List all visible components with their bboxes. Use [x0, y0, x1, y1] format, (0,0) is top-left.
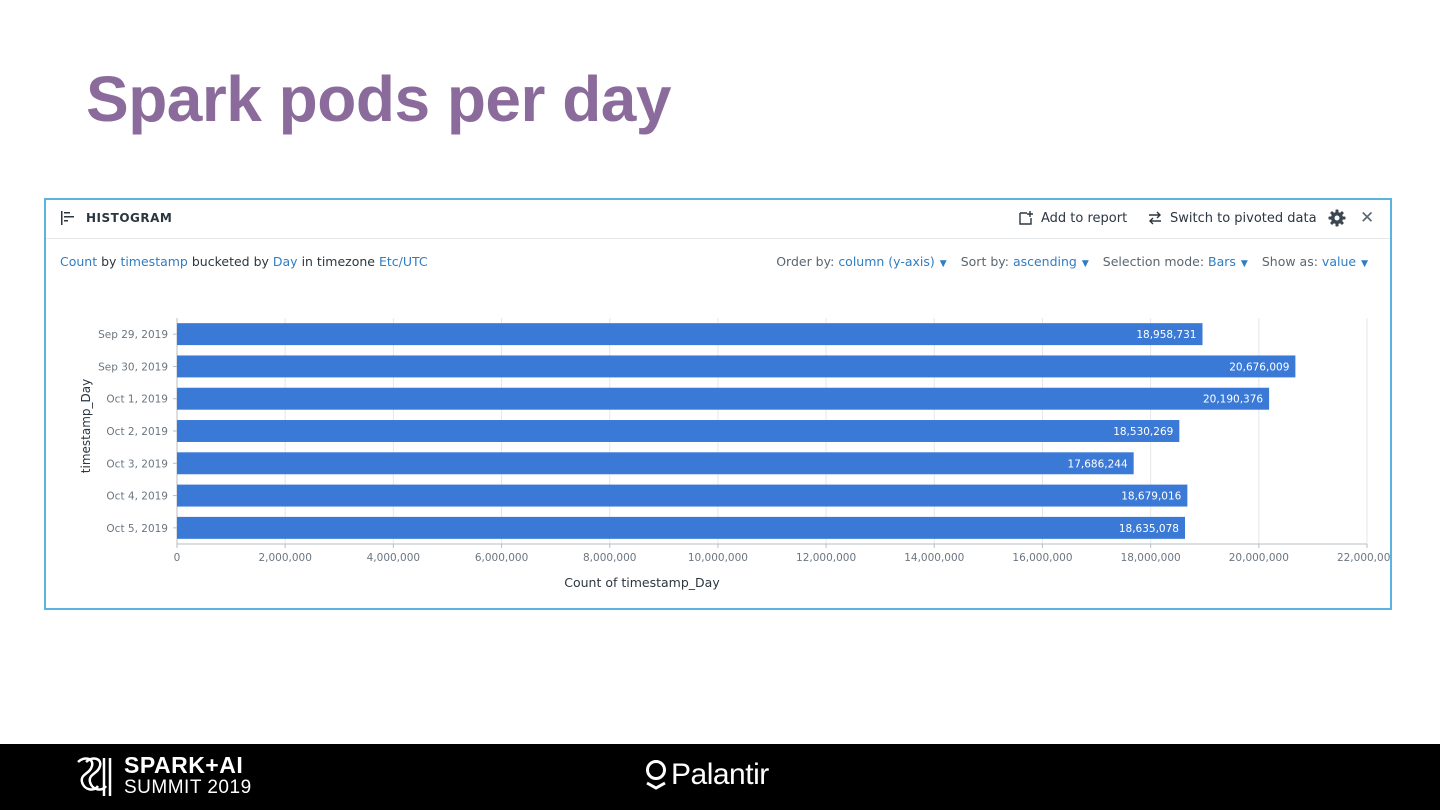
x-tick-label: 14,000,000 — [904, 552, 964, 564]
slide-title: Spark pods per day — [86, 63, 671, 135]
histogram-description: Count by timestamp bucketed by Day in ti… — [60, 254, 428, 269]
histogram-icon — [61, 211, 74, 225]
y-axis-title: timestamp_Day — [79, 379, 93, 473]
add-report-icon — [1019, 211, 1033, 225]
caret-down-icon: ▼ — [1081, 259, 1089, 269]
bar-value-label: 17,686,244 — [1068, 458, 1128, 470]
bar-value-label: 18,530,269 — [1113, 426, 1173, 438]
y-tick-label: Oct 4, 2019 — [106, 491, 168, 503]
bar-value-label: 18,679,016 — [1121, 491, 1181, 503]
slide-footer: SPARK+AI SUMMIT 2019 — [0, 744, 1440, 810]
x-tick-label: 4,000,000 — [367, 552, 420, 564]
order-by-dropdown[interactable]: Order by: column (y-axis) ▼ — [776, 254, 947, 269]
bar — [177, 323, 1203, 346]
x-tick-label: 20,000,000 — [1229, 552, 1289, 564]
x-tick-label: 10,000,000 — [688, 552, 748, 564]
field-link[interactable]: timestamp — [120, 254, 188, 269]
selection-mode-dropdown[interactable]: Selection mode: Bars ▼ — [1102, 254, 1248, 269]
bar — [177, 387, 1270, 410]
caret-down-icon: ▼ — [1361, 259, 1368, 269]
add-to-report-button[interactable]: Add to report — [1018, 210, 1127, 226]
histogram-chart: 0 2,000,000 4,000,000 6,000,000 8,000,000 10,… — [79, 318, 1390, 590]
x-tick-label: 2,000,000 — [258, 552, 311, 564]
add-to-report-label: Add to report — [1041, 210, 1128, 226]
bar — [177, 516, 1185, 539]
y-tick-label: Oct 2, 2019 — [106, 426, 168, 438]
x-tick-label: 6,000,000 — [475, 552, 528, 564]
bar — [177, 452, 1134, 475]
gear-icon[interactable] — [1328, 209, 1346, 227]
bar-value-label: 18,635,078 — [1119, 523, 1179, 535]
x-axis-title: Count of timestamp_Day — [564, 575, 720, 590]
x-tick-label: 8,000,000 — [583, 552, 636, 564]
count-link[interactable]: Count — [60, 254, 98, 269]
y-tick-label: Oct 3, 2019 — [106, 458, 168, 470]
x-tick-label: 18,000,000 — [1121, 552, 1181, 564]
x-tick-label: 0 — [174, 552, 181, 564]
switch-pivoted-button[interactable]: Switch to pivoted data — [1147, 210, 1317, 226]
spark-ai-wordmark: SPARK+AI SUMMIT 2019 — [124, 752, 252, 798]
y-tick-label: Oct 1, 2019 — [106, 394, 168, 406]
histogram-panel: HISTOGRAM Add to report Switch to pivote… — [44, 198, 1392, 610]
x-tick-label: 16,000,000 — [1012, 552, 1072, 564]
bucket-unit-link[interactable]: Day — [272, 254, 298, 269]
y-tick-label: Sep 30, 2019 — [98, 361, 168, 373]
bar — [177, 484, 1188, 507]
panel-type-label: HISTOGRAM — [86, 211, 173, 225]
y-tick-label: Sep 29, 2019 — [98, 329, 168, 341]
palantir-icon — [646, 760, 666, 790]
timezone-link[interactable]: Etc/UTC — [378, 254, 428, 269]
caret-down-icon: ▼ — [1240, 259, 1248, 269]
bar-value-label: 20,676,009 — [1229, 361, 1289, 373]
x-tick-label: 12,000,000 — [796, 552, 856, 564]
sort-by-dropdown[interactable]: Sort by: ascending ▼ — [960, 254, 1089, 269]
caret-down-icon: ▼ — [939, 259, 947, 269]
bar — [177, 420, 1180, 442]
palantir-wordmark: Palantir — [671, 758, 769, 791]
palantir-logo: Palantir — [645, 758, 769, 792]
x-tick-label: 22,000,000 — [1337, 552, 1390, 564]
show-as-dropdown[interactable]: Show as: value ▼ — [1261, 254, 1368, 269]
y-tick-label: Oct 5, 2019 — [106, 523, 168, 535]
close-icon[interactable]: ✕ — [1360, 208, 1375, 228]
swap-icon — [1149, 211, 1161, 225]
chart-options: Order by: column (y-axis) ▼ Sort by: asce… — [776, 254, 1368, 269]
bar — [177, 355, 1296, 378]
switch-pivoted-label: Switch to pivoted data — [1170, 210, 1317, 226]
panel-header: HISTOGRAM Add to report Switch to pivote… — [46, 200, 1390, 239]
spark-ai-logo-icon — [77, 757, 112, 796]
bar-value-label: 20,190,376 — [1203, 394, 1263, 406]
bar-value-label: 18,958,731 — [1136, 329, 1196, 341]
